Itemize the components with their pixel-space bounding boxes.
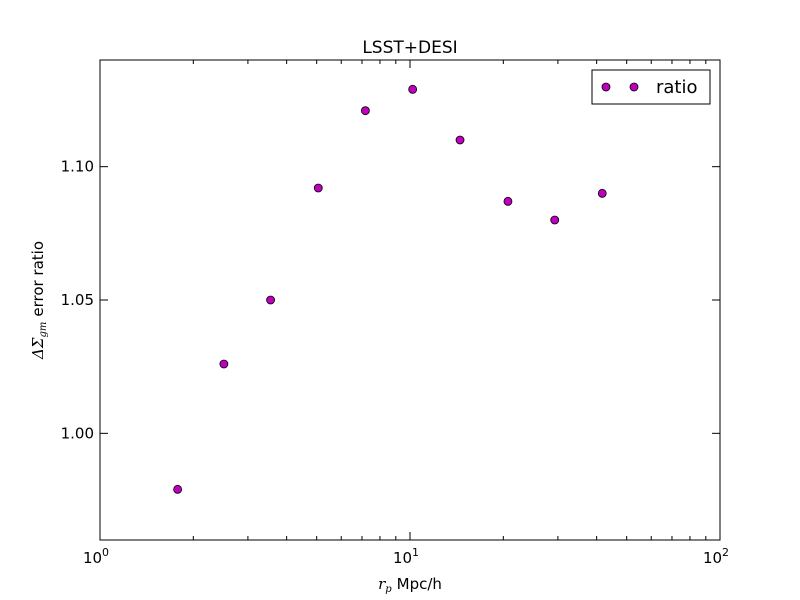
x-tick-label: 101 <box>393 546 419 567</box>
data-point <box>173 484 183 494</box>
y-tick-label: 1.10 <box>61 158 94 176</box>
x-tick-label-base: 10 <box>83 549 102 567</box>
y-axis-label-text: error ratio <box>29 241 47 317</box>
legend-marker <box>629 82 639 92</box>
data-point <box>219 359 229 369</box>
data-points <box>173 84 607 494</box>
y-tick-label: 1.05 <box>61 291 94 309</box>
x-tick-label-exponent: 2 <box>722 546 729 559</box>
x-axis-label-symbol: r <box>378 575 386 593</box>
y-tick-label: 1.00 <box>61 424 94 442</box>
y-axis-ticks: 1.00 1.05 1.10 <box>61 158 720 442</box>
x-tick-label-exponent: 0 <box>102 546 109 559</box>
legend: ratio <box>591 69 711 105</box>
x-axis-label-text: Mpc/h <box>397 575 442 593</box>
data-point <box>455 135 465 145</box>
x-tick-label: 102 <box>703 546 729 567</box>
x-tick-label-base: 10 <box>393 549 412 567</box>
data-point <box>503 196 513 206</box>
x-tick-label: 100 <box>83 546 109 567</box>
y-axis-label-symbol: ΔΣ <box>29 337 47 360</box>
chart-title: LSST+DESI <box>362 38 457 58</box>
y-axis-label: ΔΣgm error ratio <box>29 241 49 360</box>
data-point <box>313 183 323 193</box>
data-point <box>266 295 275 305</box>
legend-label: ratio <box>656 77 698 98</box>
y-axis-label-subscript: gm <box>38 322 49 338</box>
legend-marker <box>601 82 611 92</box>
x-tick-label-base: 10 <box>703 549 722 567</box>
x-axis-label-subscript: p <box>385 584 392 595</box>
x-axis-label: rp Mpc/h <box>378 575 442 595</box>
data-point <box>408 84 418 94</box>
x-tick-label-exponent: 1 <box>412 546 419 559</box>
data-point <box>550 215 560 225</box>
data-point <box>360 106 370 116</box>
legend-box <box>591 69 711 105</box>
data-point <box>597 188 607 198</box>
x-axis-ticks: 100 101 102 <box>83 60 729 567</box>
